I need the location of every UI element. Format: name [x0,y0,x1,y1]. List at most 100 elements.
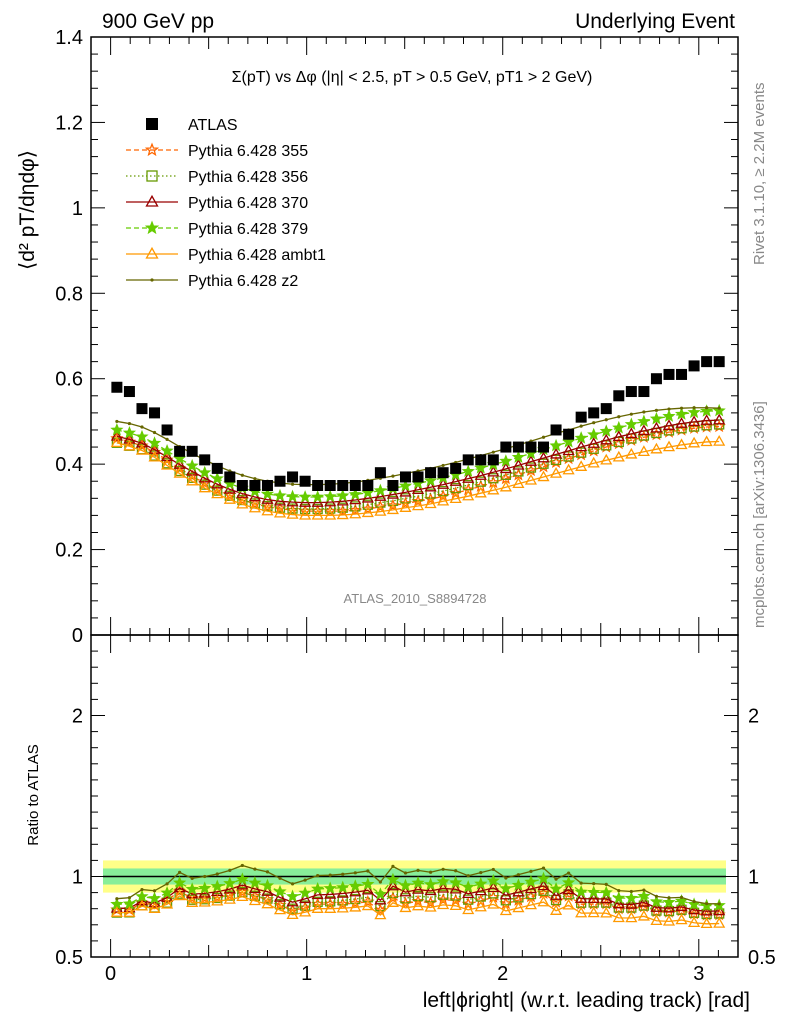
series-line-pythia-6-428-355 [116,425,720,512]
ratio-point-pythia-6-428-370 [336,887,349,898]
ratio-point-pythia-6-428-z2 [592,882,596,886]
point-pythia-6-428-ambt1 [223,493,236,504]
mcplots-label: mcplots.cern.ch [arXiv:1306.3436] [751,401,768,628]
point-pythia-6-428-ambt1 [587,456,600,468]
ratio-point-pythia-6-428-355 [235,885,249,898]
ratio-point-pythia-6-428-z2 [541,866,546,870]
ratio-ytick-label-left: 2 [72,706,83,728]
point-pythia-6-428-370 [650,421,663,433]
ratio-point-pythia-6-428-379 [511,878,526,891]
ratio-point-pythia-6-428-ambt1 [374,908,387,920]
ratio-point-pythia-6-428-ambt1 [299,905,312,917]
point-pythia-6-428-ambt1 [474,486,487,498]
point-pythia-6-428-ambt1 [524,473,538,485]
point-pythia-6-428-370 [562,444,575,456]
point-pythia-6-428-ambt1 [324,508,337,520]
ratio-point-pythia-6-428-370 [474,884,487,896]
point-pythia-6-428-379 [511,450,526,463]
ratio-point-pythia-6-428-379 [549,881,563,895]
point-atlas [500,441,512,453]
point-pythia-6-428-z2 [491,450,495,454]
ratio-point-pythia-6-428-370 [361,883,374,895]
point-pythia-6-428-370 [549,447,563,459]
ratio-point-pythia-6-428-379 [235,872,249,885]
point-pythia-6-428-370 [336,494,349,506]
point-atlas [437,467,449,479]
ratio-point-pythia-6-428-379 [285,889,300,903]
ratio-point-pythia-6-428-z2 [717,902,721,906]
point-atlas [274,475,286,487]
point-pythia-6-428-ambt1 [637,445,650,457]
header-left: 900 GeV pp [102,10,214,33]
analysis-watermark: ATLAS_2010_S8894728 [344,591,487,606]
ratio-point-pythia-6-428-379 [574,885,588,898]
ratio-point-pythia-6-428-z2 [316,873,320,878]
point-pythia-6-428-ambt1 [612,450,625,462]
point-pythia-6-428-379 [147,436,162,449]
ratio-point-pythia-6-428-370 [587,892,600,904]
point-pythia-6-428-370 [286,495,299,507]
point-pythia-6-428-z2 [705,406,709,410]
header-right: Underlying Event [575,10,735,33]
point-atlas [149,407,161,419]
ratio-point-pythia-6-428-379 [361,877,375,890]
point-pythia-6-428-ambt1 [713,435,726,446]
ratio-point-pythia-6-428-ambt1 [286,908,299,920]
point-pythia-6-428-z2 [253,477,257,481]
point-pythia-6-428-379 [348,487,362,501]
point-pythia-6-428-379 [700,404,714,417]
ratio-point-pythia-6-428-355 [398,896,413,910]
ratio-point-pythia-6-428-z2 [479,870,483,875]
ratio-point-pythia-6-428-z2 [491,867,495,872]
ratio-point-pythia-6-428-356 [337,895,348,906]
ratio-point-pythia-6-428-ambt1 [512,901,525,913]
ratio-point-pythia-6-428-379 [298,886,312,899]
ratio-point-pythia-6-428-370 [675,900,688,912]
point-pythia-6-428-ambt1 [625,447,638,459]
point-pythia-6-428-355 [436,489,450,502]
point-pythia-6-428-355 [373,499,387,513]
ratio-point-pythia-6-428-ambt1 [587,906,600,918]
point-pythia-6-428-355 [336,504,350,517]
point-pythia-6-428-ambt1 [110,436,123,448]
legend-label-pythia-6-428-379: Pythia 6.428 379 [188,221,308,238]
point-pythia-6-428-370 [261,493,274,504]
ratio-point-pythia-6-428-379 [612,891,626,904]
point-pythia-6-428-ambt1 [374,505,387,516]
ratio-point-pythia-6-428-379 [649,894,664,908]
point-pythia-6-428-379 [323,489,337,503]
ratio-point-pythia-6-428-ambt1 [688,916,701,928]
point-pythia-6-428-356 [299,503,311,515]
point-pythia-6-428-370 [587,437,600,448]
legend-marker-pythia-6-428-379 [144,220,160,235]
point-atlas [588,407,600,419]
point-pythia-6-428-ambt1 [236,497,249,509]
point-atlas [111,381,123,393]
legend-label-atlas: ATLAS [188,117,238,134]
ratio-point-pythia-6-428-ambt1 [248,894,261,906]
point-pythia-6-428-370 [273,494,287,506]
point-pythia-6-428-370 [437,478,450,489]
ratio-point-pythia-6-428-356 [212,892,223,904]
point-pythia-6-428-ambt1 [186,474,199,486]
point-atlas [174,445,186,457]
ratio-point-pythia-6-428-355 [260,892,275,906]
ratio-point-pythia-6-428-355 [223,888,237,901]
ratio-point-pythia-6-428-379 [674,894,689,907]
point-pythia-6-428-370 [675,417,688,428]
ratio-point-pythia-6-428-370 [374,893,387,905]
point-pythia-6-428-z2 [391,474,395,478]
point-pythia-6-428-379 [110,423,124,436]
ratio-point-pythia-6-428-ambt1 [713,917,726,928]
point-atlas [337,480,349,491]
ratio-point-pythia-6-428-370 [537,879,550,891]
point-pythia-6-428-ambt1 [575,460,588,471]
ratio-point-pythia-6-428-355 [348,896,362,909]
point-atlas [688,360,700,372]
ratio-point-pythia-6-428-379 [273,884,287,898]
point-pythia-6-428-355 [536,459,551,473]
ratio-point-pythia-6-428-370 [524,882,538,894]
point-pythia-6-428-ambt1 [248,501,261,513]
main-ytick-label: 1.4 [55,27,83,49]
ratio-point-pythia-6-428-z2 [516,873,521,877]
